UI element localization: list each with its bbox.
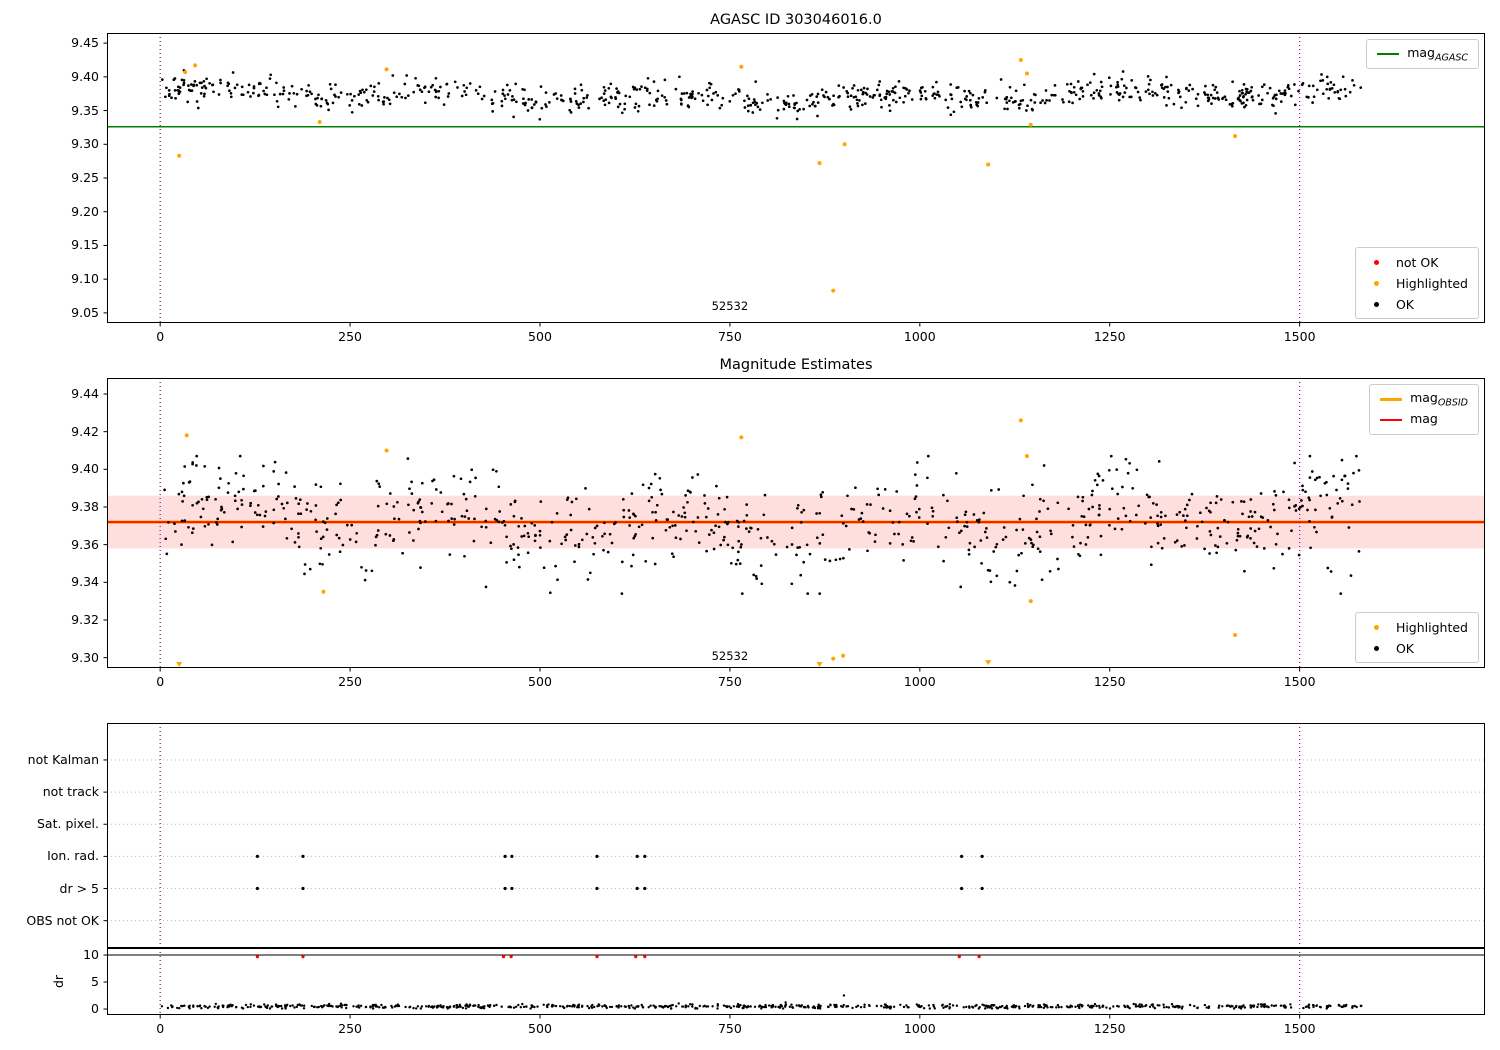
obsid-annotation: 52532 [711,299,749,314]
y-tick-label: 9.35 [71,102,99,118]
x-tick-label: 0 [156,674,165,689]
legend-chart2-markers: Highlighted OK [1354,612,1479,663]
obsid-boundary-lines [159,723,1301,948]
mag-agasc-label: magAGASC [1407,44,1468,64]
mag-agasc-line-swatch [1377,53,1400,55]
x-tick-label: 1250 [1093,1021,1126,1036]
dr-not-ok-points [255,955,981,959]
obsid-boundary-lines [159,378,1301,668]
legend-row-mag-obsid: magOBSID [1380,390,1468,408]
y-tick-label: 9.40 [71,461,99,477]
y-tick-label: 9.30 [71,649,99,665]
y-tick-label: 9.34 [71,574,99,590]
agasc-mag-plot [103,33,1485,327]
axes-spine [107,33,1485,323]
x-tick-label: 250 [338,329,362,344]
chart2-title: Magnitude Estimates [719,357,873,373]
y-tick-label: 9.25 [71,170,99,185]
flag-category-label: not Kalman [27,751,99,767]
ok-label2: OK [1395,640,1414,656]
mag-obsid-line-swatch [1380,397,1403,401]
magnitude-estimates-plot [103,378,1485,672]
y-tick-label: 9.38 [71,498,99,514]
highlighted-label: Highlighted [1395,275,1468,291]
mag-line-swatch [1380,419,1403,421]
y-tick-label: 9.45 [71,35,99,51]
legend-chart1-markers: not OK Highlighted OK [1354,247,1479,319]
axes-spine [107,948,1485,1015]
x-tick-label: 250 [338,1021,362,1036]
dr-points [160,994,1363,1010]
dr-tick-label: 0 [91,1001,99,1017]
y-tick-label: 9.05 [71,304,99,320]
y-tick-label: 9.32 [71,611,99,627]
flag-category-label: not track [42,784,99,800]
x-tick-label: 1500 [1283,1021,1316,1036]
telemetry-flags-plot [103,723,1485,948]
x-tick-label: 750 [717,329,742,344]
legend-row-ok: OK [1366,295,1468,313]
x-tick-label: 250 [338,674,362,689]
y-tick-label: 9.20 [71,203,99,219]
legend-mag-agasc: magAGASC [1366,39,1479,69]
dr-tick-label: 10 [83,947,99,963]
dr-plot [103,948,1485,1019]
dr-tick-label: 5 [91,974,99,990]
x-tick-label: 0 [156,1021,165,1036]
highlighted-marker-swatch [1374,280,1380,286]
highlighted-points [177,57,1238,293]
flag-points [255,854,984,891]
flag-category-label: OBS not OK [26,912,99,928]
category-gridlines [107,759,1485,922]
highlighted-label2: Highlighted [1395,619,1468,635]
mag-obsid-label: magOBSID [1410,389,1468,409]
legend-row-highlighted: Highlighted [1366,274,1468,292]
chart1-title: AGASC ID 303046016.0 [710,12,882,28]
x-tick-label: 1500 [1283,329,1316,344]
obsid-annotation: 52532 [711,648,749,663]
ok-marker-swatch2 [1374,645,1380,651]
y-tick-label: 9.30 [71,136,99,152]
legend-row-ok2: OK [1366,639,1468,657]
ok-points [160,68,1363,121]
ok-label: OK [1395,296,1414,312]
x-tick-label: 0 [156,329,165,344]
x-tick-label: 1250 [1093,329,1126,344]
flag-category-label: dr > 5 [59,880,99,896]
x-tick-label: 1000 [903,329,936,344]
legend-row-mag: mag [1380,411,1468,429]
legend-row-highlighted2: Highlighted [1366,618,1468,636]
legend-row-mag-agasc: magAGASC [1377,45,1468,63]
axes-spine [107,723,1485,948]
flag-category-label: Ion. rad. [47,848,99,864]
y-tick-label: 9.42 [71,423,99,439]
x-tick-label: 750 [717,1021,742,1036]
y-tick-label: 9.36 [71,536,99,552]
x-tick-label: 750 [717,674,742,689]
x-tick-label: 500 [528,674,552,689]
highlighted-points [176,418,1238,668]
ok-marker-swatch [1374,301,1380,307]
legend-chart2-lines: magOBSID mag [1369,384,1479,435]
y-tick-label: 9.10 [71,271,99,287]
highlighted-marker-swatch2 [1374,624,1380,630]
x-tick-label: 1000 [903,1021,936,1036]
axes-spine [107,378,1485,668]
y-tick-label: 9.44 [71,386,99,401]
y-tick-label: 9.40 [71,68,99,84]
not-ok-marker-swatch [1374,259,1380,265]
obsid-boundary-lines [159,33,1301,323]
x-tick-label: 1000 [903,674,936,689]
x-tick-label: 500 [528,1021,552,1036]
x-tick-label: 1500 [1283,674,1316,689]
y-tick-label: 9.15 [71,237,99,253]
not-ok-label: not OK [1395,254,1439,270]
ok-points [163,454,1361,595]
mag-label: mag [1410,410,1438,426]
x-tick-label: 500 [528,329,552,344]
x-tick-label: 1250 [1093,674,1126,689]
flag-category-label: Sat. pixel. [37,816,99,832]
legend-row-not-ok: not OK [1366,253,1468,271]
